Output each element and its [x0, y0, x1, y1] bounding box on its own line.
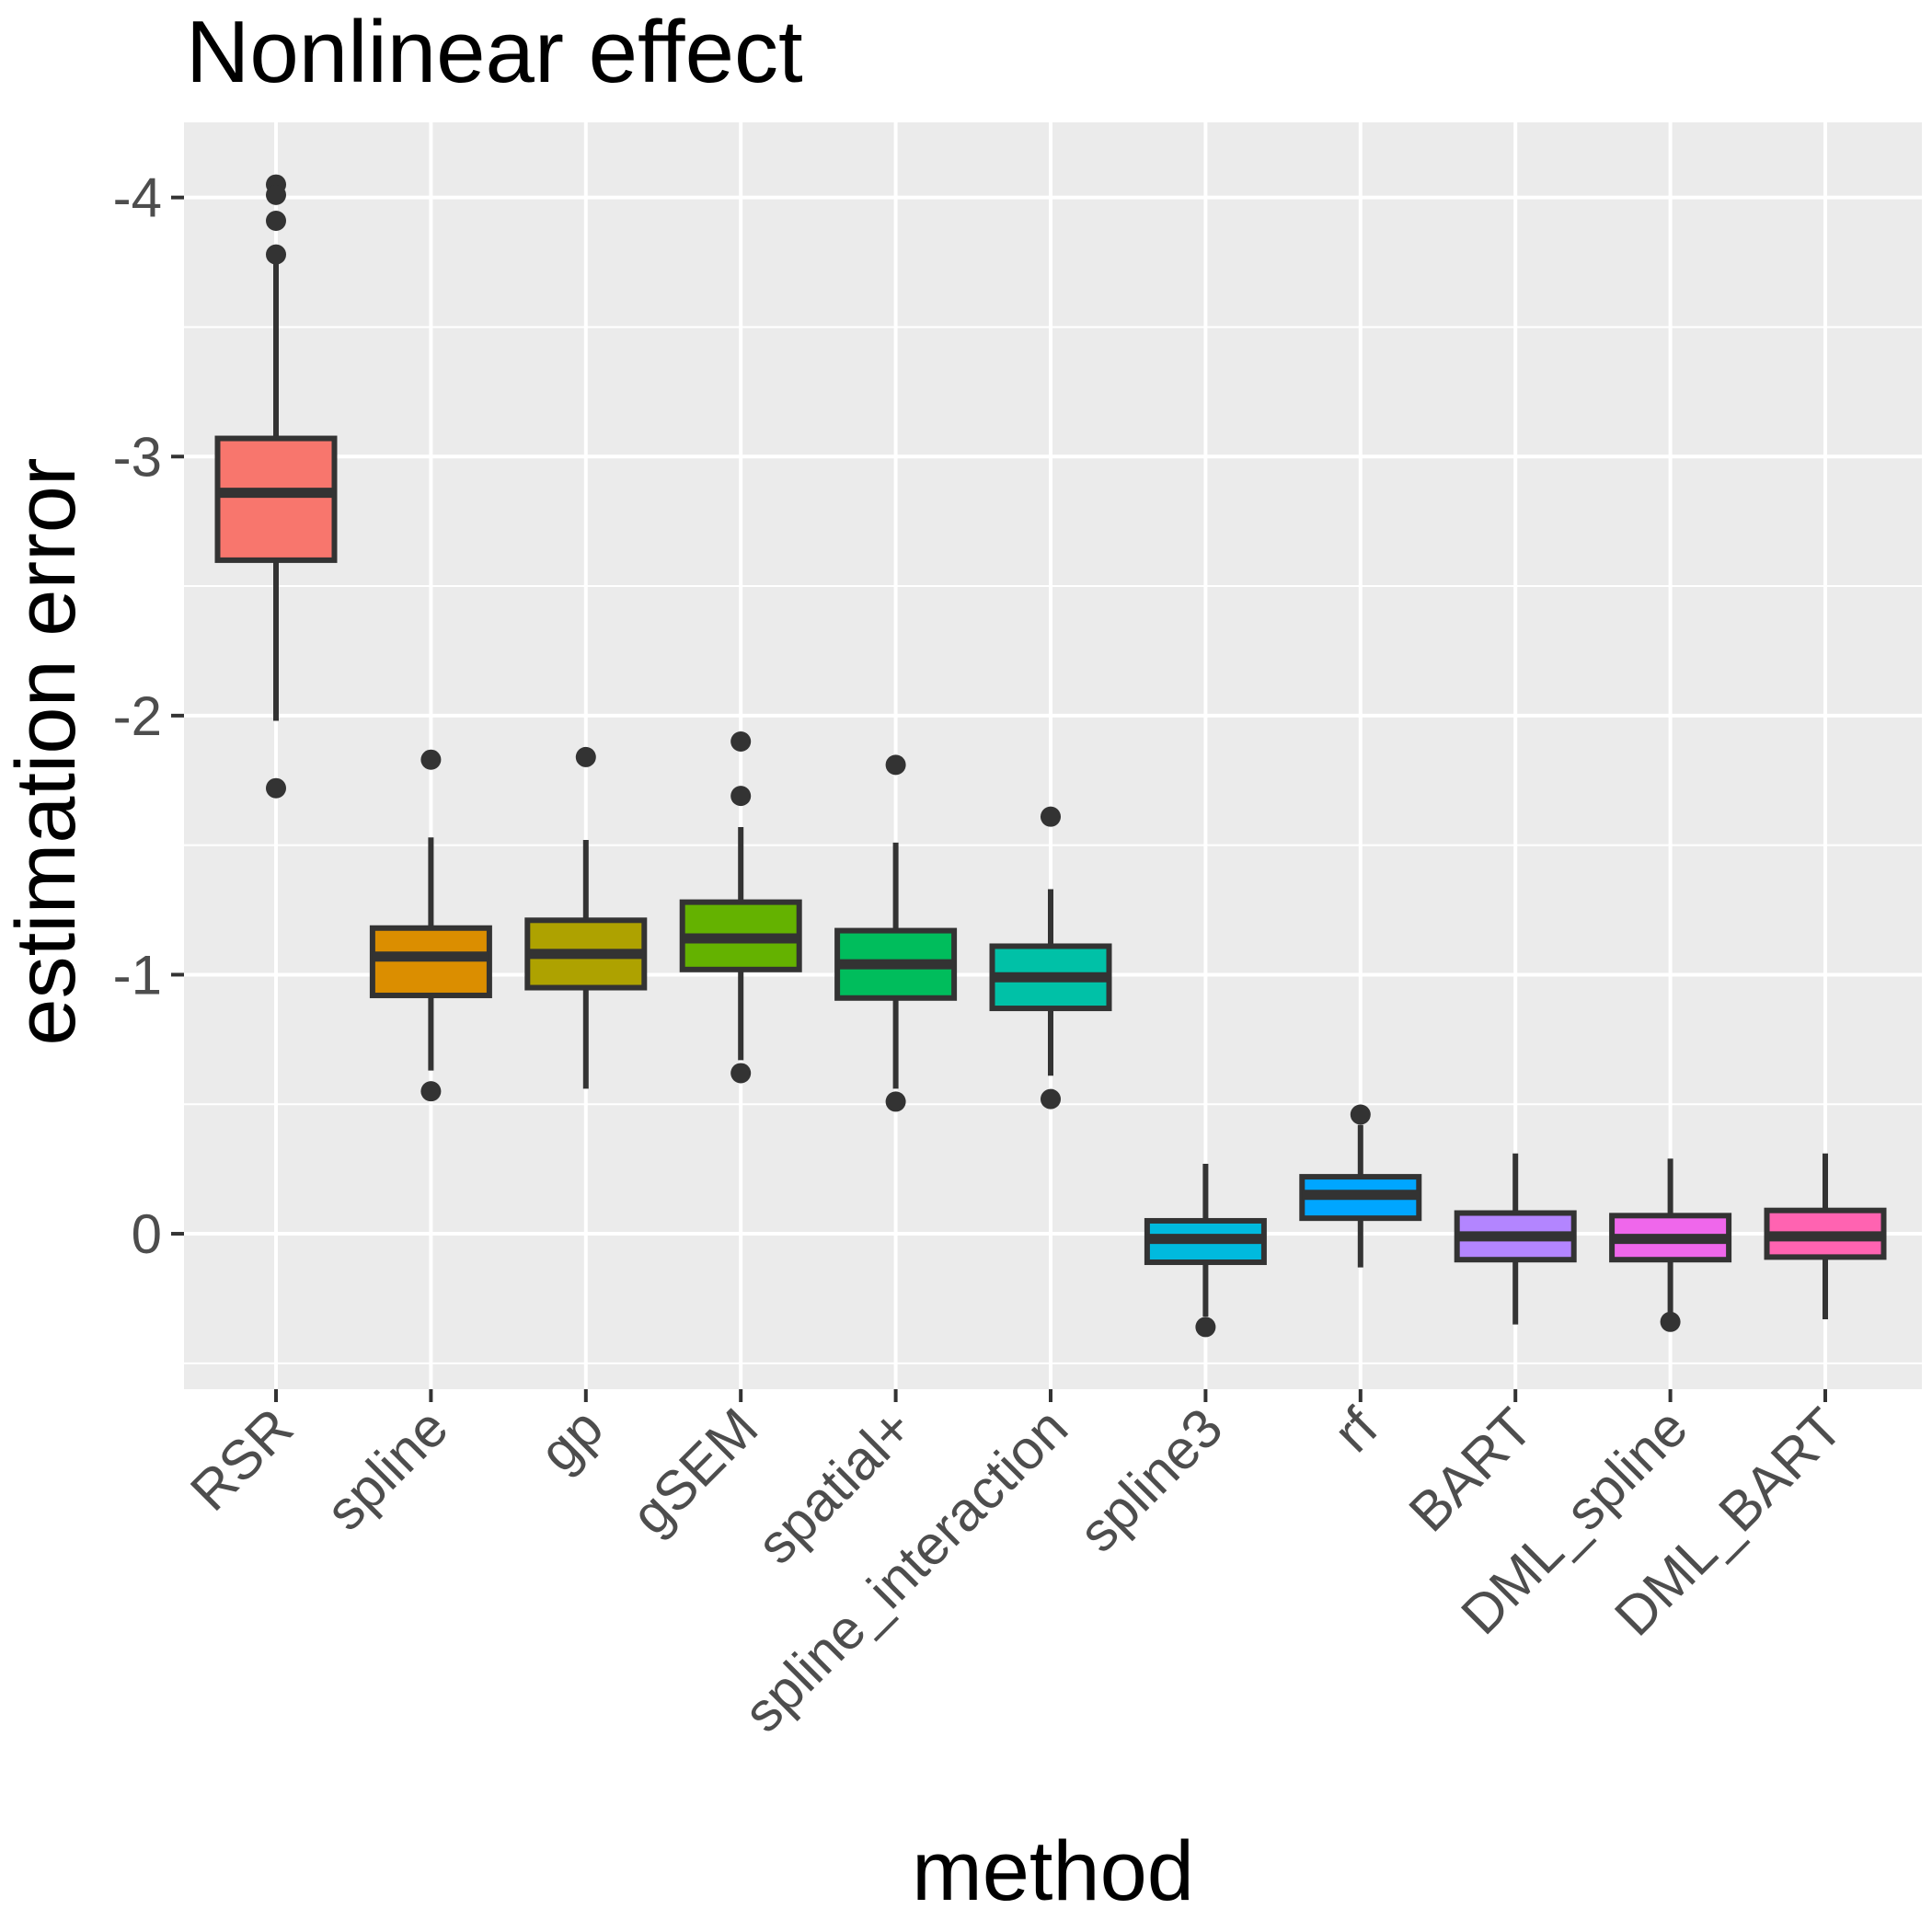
outlier-point: [1660, 1311, 1681, 1332]
plot-panel: [184, 122, 1922, 1389]
boxplot-rf: [1299, 1104, 1422, 1268]
outlier-point: [1041, 806, 1061, 827]
outlier-point: [730, 1063, 752, 1084]
x-axis-title: method: [912, 1824, 1194, 1918]
outlier-point: [266, 244, 286, 265]
boxplot-spline3: [1144, 1164, 1267, 1338]
outlier-point: [420, 1081, 442, 1102]
boxplot-RSR: [214, 174, 338, 799]
boxplot-DML_BART: [1764, 1153, 1887, 1319]
boxplot-spatial+: [834, 754, 958, 1112]
y-tick-label: -3: [113, 426, 162, 488]
x-tick-label-rf: rf: [1322, 1397, 1390, 1465]
outlier-point: [885, 1091, 906, 1112]
outlier-point: [266, 777, 286, 799]
boxplot-gSEM: [679, 731, 802, 1084]
iqr-box: [214, 435, 338, 563]
x-tick-label-gp: gp: [527, 1397, 615, 1484]
boxplot-DML_spline: [1609, 1158, 1732, 1332]
outlier-point: [266, 184, 286, 205]
y-tick-label: -2: [113, 685, 162, 747]
x-tick-label-spline: spline: [314, 1397, 459, 1542]
boxplot-BART: [1454, 1153, 1577, 1325]
outlier-point: [1350, 1104, 1371, 1125]
outlier-point: [730, 786, 752, 807]
outlier-point: [575, 746, 596, 767]
iqr-box: [369, 925, 492, 998]
y-tick-label: -1: [113, 944, 162, 1006]
x-tick-label-gSEM: gSEM: [619, 1397, 769, 1547]
outlier-point: [730, 731, 752, 753]
boxplot-spline: [369, 749, 492, 1102]
y-tick-label: -4: [113, 167, 162, 229]
outlier-point: [885, 754, 906, 776]
x-tick-label-RSR: RSR: [178, 1397, 305, 1523]
outlier-point: [266, 211, 286, 232]
boxplot-spline_interaction: [989, 806, 1112, 1110]
boxplot-gp: [524, 746, 648, 1089]
outlier-point: [1195, 1317, 1216, 1338]
outlier-point: [420, 749, 442, 770]
x-tick-label-spline3: spline3: [1067, 1397, 1235, 1564]
y-tick-label: 0: [132, 1203, 162, 1265]
outlier-point: [1041, 1088, 1061, 1110]
plot-title: Nonlinear effect: [186, 3, 803, 101]
x-tick-label-BART: BART: [1397, 1397, 1545, 1544]
